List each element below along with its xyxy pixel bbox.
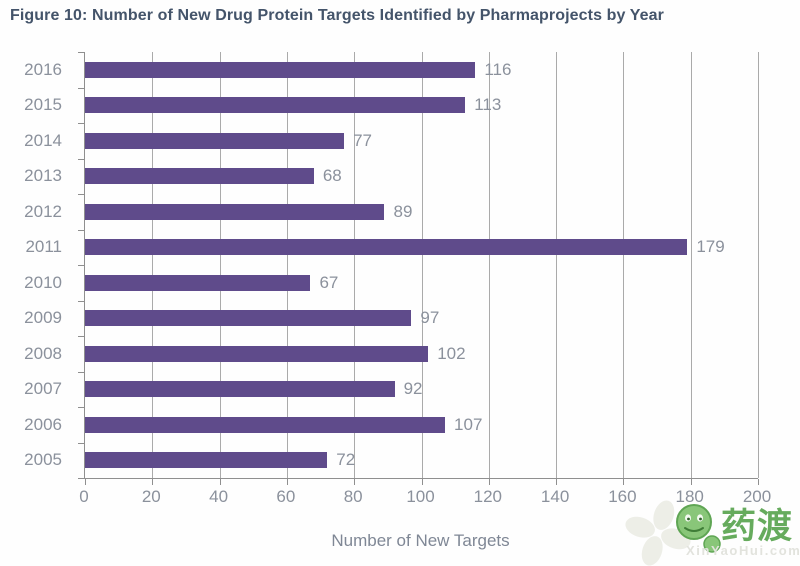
x-axis-tick [219, 479, 221, 485]
gridline [758, 52, 759, 478]
y-axis-tick [78, 265, 84, 266]
year-label: 2014 [24, 130, 62, 150]
gridline [690, 52, 692, 478]
y-axis-tick [78, 194, 84, 195]
x-axis-tick [152, 479, 154, 485]
x-tick-label: 180 [675, 487, 704, 506]
y-axis-tick [78, 407, 84, 408]
x-tick-label: 40 [209, 487, 229, 506]
gridline [152, 52, 154, 478]
year-label: 2008 [24, 343, 62, 363]
x-axis-tick [85, 479, 86, 485]
bar-row: 77 [85, 123, 758, 159]
x-axis-tick [286, 479, 288, 485]
year-label: 2007 [24, 379, 62, 399]
y-axis-tick [78, 229, 84, 231]
plot-area: 116 113 77 68 89 179 67 97 102 92 107 72 [78, 52, 759, 485]
bar-row: 68 [85, 159, 758, 195]
bar-row: 113 [85, 88, 758, 124]
bar-2016 [85, 61, 476, 78]
figure-title: Figure 10: Number of New Drug Protein Ta… [10, 7, 664, 24]
gridline [286, 52, 288, 478]
bar-row: 107 [85, 407, 758, 443]
bar-2011 [85, 239, 688, 256]
x-axis-tick [758, 479, 759, 485]
bar-row: 179 [85, 230, 758, 266]
bar-value-label: 67 [319, 272, 339, 292]
x-tick-label: 120 [473, 487, 502, 506]
bar-2015 [85, 97, 466, 114]
x-axis-tick [488, 479, 490, 485]
bar-value-label: 68 [322, 166, 342, 186]
bar-value-label: 116 [484, 59, 512, 79]
year-label: 2011 [25, 237, 62, 257]
bar-row: 92 [85, 372, 758, 408]
bar-value-label: 97 [420, 308, 440, 328]
year-label: 2016 [24, 59, 62, 79]
x-tick-label: 80 [343, 487, 363, 506]
bar-2014 [85, 132, 345, 149]
gridline [488, 52, 490, 478]
bar-value-label: 113 [474, 95, 502, 115]
gridline [219, 52, 221, 478]
bar-2006 [85, 416, 446, 433]
x-axis-tick [556, 479, 558, 485]
bar-value-label: 102 [437, 343, 466, 363]
bar-2013 [85, 168, 314, 185]
gridline [421, 52, 423, 478]
bar-row: 102 [85, 336, 758, 372]
year-label: 2010 [24, 272, 62, 292]
y-axis-tick [78, 123, 84, 124]
x-tick-label: 160 [608, 487, 637, 506]
y-axis-tick [78, 371, 84, 373]
gridline [623, 52, 625, 478]
bar-2007 [85, 381, 395, 398]
x-tick-label: 20 [141, 487, 161, 506]
bar-2010 [85, 274, 311, 291]
bar-value-label: 72 [336, 450, 356, 470]
x-axis-title: Number of New Targets [331, 531, 510, 550]
x-tick-label: 60 [276, 487, 296, 506]
bar-value-label: 89 [393, 201, 413, 221]
y-axis-tick [78, 478, 84, 479]
bar-value-label: 77 [353, 130, 373, 150]
x-tick-label: 200 [742, 487, 772, 506]
bar-row: 97 [85, 301, 758, 337]
year-label: 2006 [24, 414, 62, 434]
year-label: 2015 [24, 95, 62, 115]
y-axis-tick [78, 87, 84, 89]
x-axis-tick [623, 479, 625, 485]
x-tick-label: 140 [540, 487, 570, 506]
bar-2005 [85, 452, 328, 469]
year-label: 2009 [24, 308, 62, 328]
year-label: 2012 [24, 201, 62, 221]
x-tick-label: 100 [406, 487, 435, 506]
bar-2009 [85, 310, 412, 327]
bar-2008 [85, 345, 429, 362]
x-axis-tick [421, 479, 423, 485]
x-axis-tick [690, 479, 692, 485]
year-label: 2013 [24, 166, 62, 186]
y-axis-tick [78, 442, 84, 444]
bar-2012 [85, 203, 385, 220]
bar-row: 67 [85, 265, 758, 301]
bar-row: 89 [85, 194, 758, 230]
y-axis-tick [78, 158, 84, 160]
bar-value-label: 107 [454, 414, 483, 434]
bar-value-label: 179 [696, 237, 725, 257]
y-axis-category-labels: 2016 2015 2014 2013 2012 2011 2010 2009 2008 2007… [0, 52, 62, 478]
bar-row: 116 [85, 52, 758, 88]
year-label: 2005 [24, 450, 62, 470]
y-axis-tick [78, 52, 84, 53]
x-axis-tick [354, 479, 356, 485]
x-axis-tick-labels: 0 20 40 60 80 100 120 140 160 180 200 [79, 487, 771, 509]
x-tick-label: 0 [79, 487, 89, 506]
y-axis-tick [78, 336, 84, 337]
bar-value-label: 92 [403, 379, 423, 399]
gridline [354, 52, 356, 478]
gridline [556, 52, 558, 478]
y-axis-tick [78, 300, 84, 302]
bar-row: 72 [85, 443, 758, 479]
